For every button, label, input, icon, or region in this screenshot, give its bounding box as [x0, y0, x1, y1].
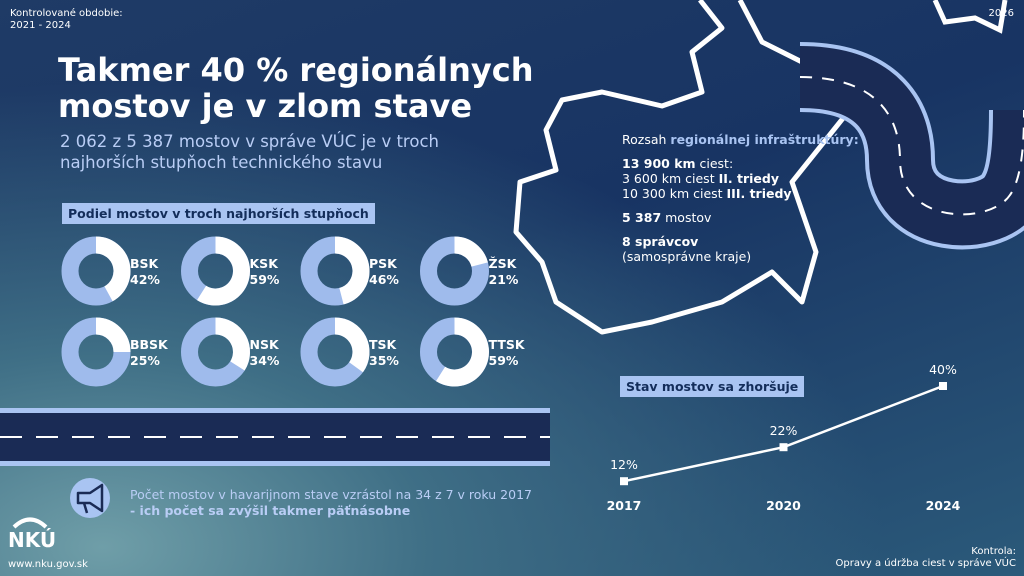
text: 3 600 km ciest — [622, 171, 719, 186]
trend-year: 2020 — [766, 498, 801, 513]
period-value: 2021 - 2024 — [10, 20, 71, 31]
callout-text: - ich počet sa zvýšil takmer päťnásobne — [130, 503, 411, 518]
title-line: Takmer 40 % regionálnych — [58, 51, 534, 89]
subtitle: 2 062 z 5 387 mostov v správe VÚC je v t… — [60, 131, 439, 173]
year: 2026 — [988, 8, 1014, 19]
trend-value: 12% — [610, 457, 638, 472]
trend-point — [620, 477, 628, 486]
infrastructure: Rozsah regionálnej infraštruktúry: 13 90… — [622, 132, 859, 273]
donut-share — [334, 236, 370, 305]
title-line: mostov je v zlom stave — [58, 87, 473, 125]
map-outline — [513, 0, 851, 335]
donut-label: BBSK — [130, 337, 169, 352]
megaphone-icon — [70, 478, 110, 518]
text: (samosprávne kraje) — [622, 249, 752, 264]
logo: NKÚ — [8, 528, 57, 552]
title: Takmer 40 % regionálnych mostov je v zlom… — [58, 52, 534, 124]
trend-value: 40% — [929, 362, 957, 377]
donut-share — [436, 317, 489, 387]
donut-share — [95, 236, 131, 302]
donut-value: 34% — [250, 353, 280, 368]
subtitle-line: najhorších stupňoch technického stavu — [60, 153, 383, 172]
trend-year: 2024 — [926, 498, 961, 513]
callout-text: Počet mostov v havarijnom stave vzrástol… — [130, 487, 532, 502]
donut-share — [453, 236, 488, 268]
donut-share — [334, 317, 370, 373]
trend-point — [779, 443, 788, 452]
subtitle-line: 2 062 z 5 387 mostov v správe VÚC je v t… — [60, 132, 439, 151]
control-label: Kontrola: — [971, 546, 1016, 557]
text: III. triedy — [726, 186, 792, 201]
trend-year: 2017 — [607, 498, 642, 513]
map-outline — [932, 0, 1008, 34]
donuts-title: Podiel mostov v troch najhorších stupňoc… — [62, 203, 375, 224]
donut-label: NSK — [250, 337, 280, 352]
text: II. triedy — [718, 171, 779, 186]
text: mostov — [661, 210, 712, 225]
donut-value: 25% — [130, 353, 160, 368]
donut-value: 59% — [250, 272, 280, 287]
donut-value: 21% — [489, 272, 519, 287]
text: 13 900 km — [622, 156, 696, 171]
logo-mark — [12, 517, 48, 529]
donut-label: TSK — [369, 337, 398, 352]
text: 5 387 — [622, 210, 662, 225]
donut-value: 42% — [130, 272, 160, 287]
text: Rozsah — [622, 132, 671, 147]
donut-share — [214, 317, 250, 371]
text: regionálnej infraštruktúry: — [670, 132, 859, 147]
url: www.nku.gov.sk — [8, 559, 88, 570]
trend-value: 22% — [770, 423, 798, 438]
text: 10 300 km ciest — [622, 186, 727, 201]
donut-value: 59% — [489, 353, 519, 368]
trend-title: Stav mostov sa zhoršuje — [620, 376, 805, 397]
period-label: Kontrolované obdobie: — [10, 8, 123, 19]
road-curve — [798, 42, 1024, 250]
donut-share — [197, 236, 250, 306]
donut-label: ŽSK — [489, 256, 518, 271]
donut-label: TTSK — [489, 337, 526, 352]
donut-label: BSK — [130, 256, 160, 271]
donut-value: 46% — [369, 272, 399, 287]
trend-point — [939, 382, 947, 390]
period: Kontrolované obdobie: 2021 - 2024 — [10, 8, 123, 32]
road-straight — [0, 408, 550, 466]
text: ciest: — [695, 156, 734, 171]
donut-label: PSK — [369, 256, 398, 271]
text: 8 správcov — [622, 234, 699, 249]
control: Kontrola: Opravy a údržba ciest v správe … — [835, 546, 1016, 570]
control-name: Opravy a údržba ciest v správe VÚC — [835, 558, 1016, 569]
donut-value: 35% — [369, 353, 399, 368]
callout: Počet mostov v havarijnom stave vzrástol… — [130, 487, 532, 519]
donut-share — [95, 317, 131, 353]
donut-label: KSK — [250, 256, 280, 271]
